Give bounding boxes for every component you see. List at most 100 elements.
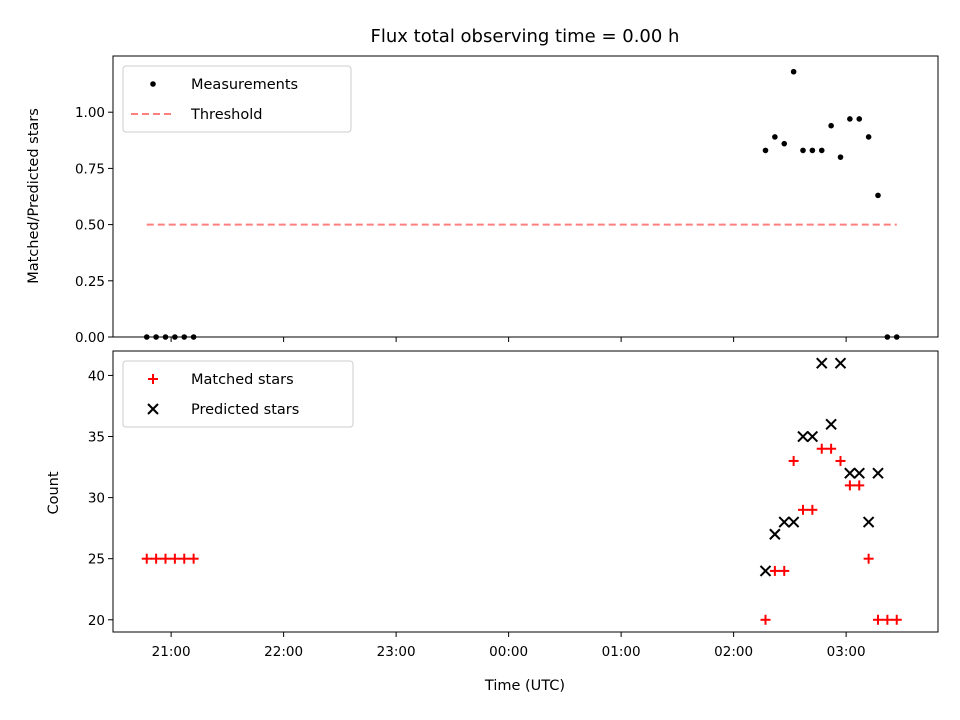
matched-stars-point xyxy=(873,614,883,625)
measurements-point xyxy=(893,334,900,340)
predicted-stars-point-b xyxy=(862,516,875,528)
matched-stars-point xyxy=(863,553,874,564)
top-y-tick-label: 0.50 xyxy=(75,218,105,234)
bottom-y-tick-label: 40 xyxy=(88,368,105,384)
predicted-stars-point-b xyxy=(816,357,828,369)
predicted-stars-point xyxy=(769,528,781,540)
bottom-legend-box xyxy=(122,360,354,428)
measurements-legend-label: Measurements xyxy=(191,77,298,93)
predicted-stars-point-b xyxy=(872,467,884,479)
matched-stars-point xyxy=(807,504,818,515)
top-y-axis-label: Matched/Predicted stars xyxy=(26,108,42,284)
measurements-point xyxy=(865,134,872,140)
predicted-stars-point-b xyxy=(778,516,790,528)
predicted-stars-legend-marker-b xyxy=(147,403,159,415)
predicted-stars-point xyxy=(853,467,865,479)
measurements-point xyxy=(181,334,188,340)
measurements-point xyxy=(153,334,159,340)
matched-stars-point xyxy=(760,614,771,625)
threshold-legend-label: Threshold xyxy=(190,107,262,123)
predicted-stars-point-b xyxy=(825,418,837,431)
measurements-point xyxy=(762,147,769,154)
measurements-point xyxy=(818,147,825,154)
predicted-stars-legend-marker xyxy=(147,403,159,415)
predicted-stars-point-b xyxy=(769,528,781,540)
predicted-stars-point-b xyxy=(834,357,847,369)
measurements-point xyxy=(828,122,834,129)
bottom-x-tick-label: 22:00 xyxy=(264,644,303,660)
matched-stars-point xyxy=(179,553,190,564)
predicted-stars-legend-label: Predicted stars xyxy=(191,402,299,418)
predicted-stars-point xyxy=(816,357,828,369)
matched-stars-point xyxy=(188,553,199,564)
top-axes-frame xyxy=(112,55,939,338)
measurements-point xyxy=(162,334,169,340)
predicted-stars-point xyxy=(844,467,856,479)
measurements-point xyxy=(800,147,806,154)
chart-title: Flux total observing time = 0.00 h xyxy=(371,26,680,47)
bottom-x-tick-label: 01:00 xyxy=(602,644,641,660)
matched-stars-point xyxy=(160,553,171,564)
matched-stars-point xyxy=(854,480,865,491)
predicted-stars-point xyxy=(834,357,847,369)
predicted-stars-point-b xyxy=(844,467,856,479)
bottom-y-tick-label: 30 xyxy=(88,491,105,507)
bottom-x-tick-label: 03:00 xyxy=(827,644,866,660)
measurements-point xyxy=(837,154,844,160)
measurements-point xyxy=(856,116,863,122)
predicted-stars-point xyxy=(797,430,809,443)
bottom-count-plot: 20 25 30 35 40 21:00 22:00 23:00 00:00 01:00 02:00… xyxy=(88,350,939,660)
bottom-x-axis-label: Time (UTC) xyxy=(484,678,565,694)
predicted-stars-point xyxy=(787,516,800,528)
bottom-axes-frame xyxy=(112,350,939,633)
predicted-stars-point-b xyxy=(806,430,819,443)
predicted-stars-point xyxy=(778,516,790,528)
matched-stars-point xyxy=(779,565,790,576)
matched-stars-point xyxy=(844,480,855,491)
bottom-x-tick-label: 21:00 xyxy=(152,644,191,660)
measurements-point xyxy=(875,192,881,199)
matched-stars-point xyxy=(169,553,180,564)
matched-stars-point xyxy=(816,443,827,454)
matched-stars-legend-label: Matched stars xyxy=(191,372,294,388)
bottom-x-tick-label: 00:00 xyxy=(489,644,528,660)
measurements-point xyxy=(772,134,778,140)
bottom-y-tick-label: 20 xyxy=(88,613,105,629)
predicted-stars-point xyxy=(862,516,875,528)
bottom-x-tick-label: 23:00 xyxy=(377,644,416,660)
matched-stars-point xyxy=(769,565,780,576)
top-ratio-plot: 0.00 0.25 0.50 0.75 1.00 Measurements Threshol… xyxy=(75,55,939,346)
matched-stars-point xyxy=(826,443,837,454)
top-y-tick-label: 0.00 xyxy=(75,330,105,346)
predicted-stars-point xyxy=(872,467,884,479)
predicted-stars-point-b xyxy=(759,565,772,577)
bottom-y-tick-label: 35 xyxy=(88,430,105,446)
measurements-point xyxy=(143,334,150,340)
predicted-stars-point-b xyxy=(787,516,800,528)
predicted-stars-point-b xyxy=(853,467,865,479)
top-y-tick-label: 1.00 xyxy=(75,105,105,121)
predicted-stars-point-b xyxy=(797,430,809,443)
predicted-stars-point xyxy=(825,418,837,431)
bottom-y-axis-label: Count xyxy=(46,471,62,514)
measurements-point xyxy=(790,68,797,75)
bottom-y-tick-label: 25 xyxy=(88,552,105,568)
matched-stars-point xyxy=(891,614,902,625)
measurements-point xyxy=(809,147,816,154)
measurements-legend-marker xyxy=(150,81,156,87)
matched-stars-point xyxy=(882,614,893,625)
measurements-point xyxy=(190,334,197,340)
matched-stars-point xyxy=(835,455,846,466)
predicted-stars-point xyxy=(806,430,819,443)
bottom-x-tick-label: 02:00 xyxy=(714,644,753,660)
matched-stars-point xyxy=(788,455,799,466)
top-y-tick-label: 0.75 xyxy=(75,161,105,177)
top-legend-box xyxy=(122,65,352,133)
measurements-point xyxy=(172,334,178,340)
top-y-tick-label: 0.25 xyxy=(75,274,105,290)
measurements-point xyxy=(781,140,788,147)
matched-stars-point xyxy=(151,553,162,564)
matched-stars-point xyxy=(798,504,808,515)
